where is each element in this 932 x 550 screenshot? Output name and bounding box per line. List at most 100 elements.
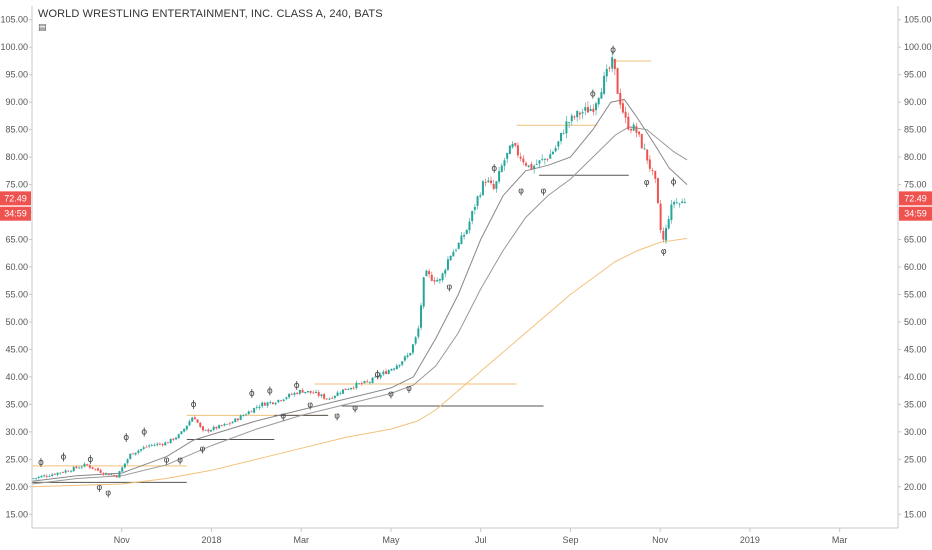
candle-body xyxy=(455,249,458,251)
candle-body xyxy=(643,148,646,150)
candle-body xyxy=(199,422,202,427)
candle-body xyxy=(457,242,460,249)
chart-title: WORLD WRESTLING ENTERTAINMENT, INC. CLAS… xyxy=(38,8,383,20)
candle-body xyxy=(188,421,191,426)
candle-body xyxy=(667,219,670,229)
candle-body xyxy=(420,305,423,328)
candle-body xyxy=(495,181,498,189)
candle-body xyxy=(323,394,326,399)
candle-body xyxy=(611,57,614,69)
candle-body xyxy=(288,393,291,398)
y-tick-label-left: 40.00 xyxy=(5,372,28,382)
y-tick-label-left: 50.00 xyxy=(5,317,28,327)
candle-body xyxy=(331,397,334,399)
candle-body xyxy=(379,374,382,378)
candle-body xyxy=(568,122,571,124)
candle-body xyxy=(603,75,606,94)
candle-body xyxy=(107,473,110,476)
candle-body xyxy=(646,149,649,161)
y-tick-label-right: 50.00 xyxy=(904,317,927,327)
candle-body xyxy=(592,108,595,112)
candle-body xyxy=(436,279,439,282)
candle-body xyxy=(115,475,118,478)
candle-body xyxy=(193,417,196,420)
candle-body xyxy=(382,371,385,375)
candle-body xyxy=(390,369,393,371)
candle-body xyxy=(403,356,406,361)
candle-body xyxy=(255,407,258,408)
candle-body xyxy=(253,408,256,413)
info-icon[interactable]: ▤ xyxy=(38,22,47,32)
price-badges: 72.49 72.49 34:59 34:59 xyxy=(0,191,932,221)
candle-body xyxy=(387,370,390,374)
candle-body xyxy=(619,92,622,105)
candle-body xyxy=(150,444,153,446)
fractal-low-mark: φ xyxy=(518,186,524,196)
candle-body xyxy=(239,415,242,420)
fractal-low-mark: φ xyxy=(307,401,313,411)
moving-average-line-1 xyxy=(31,98,688,482)
candle-body xyxy=(560,132,563,142)
y-tick-label-left: 25.00 xyxy=(5,454,28,464)
candle-body xyxy=(99,470,102,473)
candle-body xyxy=(215,426,218,429)
candle-body xyxy=(296,392,299,395)
x-tick-label: Mar xyxy=(293,535,309,545)
candle-body xyxy=(40,475,43,478)
candle-body xyxy=(527,165,530,167)
candle-body xyxy=(385,371,388,374)
candle-body xyxy=(153,444,156,446)
candle-body xyxy=(414,337,417,344)
candle-body xyxy=(75,466,78,468)
candle-body xyxy=(274,402,277,405)
candle-body xyxy=(285,397,288,399)
candle-body xyxy=(503,160,506,166)
candle-body xyxy=(234,418,237,423)
candle-body xyxy=(51,474,54,477)
fractal-high-mark: ϕ xyxy=(249,389,255,399)
price-badge-left xyxy=(0,206,31,221)
candle-body xyxy=(624,111,627,118)
candle-body xyxy=(261,402,264,407)
candle-body xyxy=(589,108,592,111)
candle-body xyxy=(366,381,369,383)
price-badge-text: 72.49 xyxy=(904,193,927,203)
fractal-high-mark: ϕ xyxy=(191,400,197,410)
candle-body xyxy=(546,159,549,161)
candle-body xyxy=(121,467,124,472)
candle-body xyxy=(570,115,573,122)
candle-body xyxy=(191,417,194,422)
candle-body xyxy=(627,116,630,130)
candle-body xyxy=(64,470,67,473)
y-tick-label-right: 35.00 xyxy=(904,399,927,409)
candle-body xyxy=(236,418,239,421)
candle-body xyxy=(430,274,433,281)
candle-body xyxy=(616,68,619,94)
y-tick-label-right: 55.00 xyxy=(904,289,927,299)
candle-body xyxy=(269,402,272,403)
fractal-high-mark: ϕ xyxy=(491,164,497,174)
candle-body xyxy=(422,277,425,307)
candle-body xyxy=(175,437,178,440)
candle-body xyxy=(678,203,681,205)
candle-body xyxy=(551,151,554,155)
candle-body xyxy=(328,398,331,400)
candle-body xyxy=(218,425,221,429)
fractal-low-mark: φ xyxy=(352,403,358,413)
candle-body xyxy=(37,476,40,478)
candle-body xyxy=(344,388,347,390)
moving-average-line-3 xyxy=(31,237,688,488)
fractal-low-mark: φ xyxy=(406,384,412,394)
x-tick-label: Mar xyxy=(832,535,848,545)
candle-body xyxy=(368,382,371,383)
candle-body xyxy=(630,129,633,131)
candlesticks xyxy=(32,51,686,480)
candle-body xyxy=(96,468,99,471)
candle-body xyxy=(411,344,414,353)
candle-body xyxy=(148,445,151,447)
candle-body xyxy=(78,467,81,469)
candle-body xyxy=(438,279,441,281)
y-tick-label-right: 90.00 xyxy=(904,97,927,107)
candle-body xyxy=(635,126,638,133)
